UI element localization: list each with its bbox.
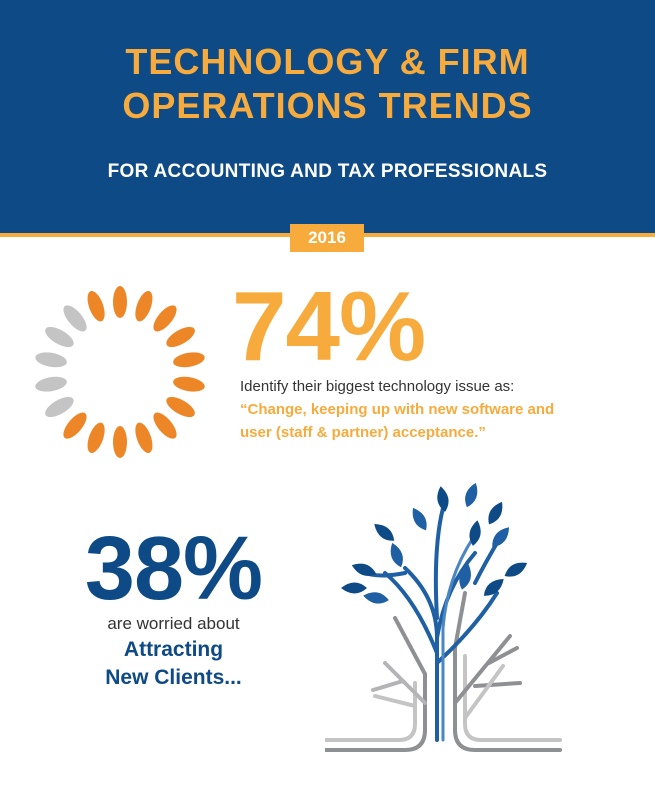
tree-leaf	[341, 582, 367, 594]
ring-petal	[63, 412, 87, 439]
topic-line-1: Attracting	[123, 638, 224, 661]
stat-description-74: Identify their biggest technology issue …	[240, 378, 515, 395]
ring-petal	[35, 376, 67, 392]
tree-icon	[325, 482, 562, 752]
tree-leaf	[488, 501, 503, 525]
tree-leaf	[465, 482, 478, 508]
ring-petal	[166, 396, 195, 418]
ring-petal	[35, 352, 67, 368]
quote-line-2: user (staff & partner) acceptance.”	[240, 424, 486, 441]
ring-petal	[45, 326, 74, 348]
tree-leaf	[469, 520, 481, 546]
loading-ring-icon	[35, 286, 205, 458]
topic-line-2: New Clients...	[105, 666, 242, 689]
stat-topic-38: Attracting New Clients...	[66, 636, 281, 692]
ring-petal	[45, 396, 74, 418]
ring-petal	[87, 422, 105, 454]
year-badge: 2016	[290, 224, 364, 252]
ring-petal	[173, 352, 205, 368]
page-subtitle: FOR ACCOUNTING AND TAX PROFESSIONALS	[107, 161, 548, 182]
header-banner: TECHNOLOGY & FIRM OPERATIONS TRENDS FOR …	[0, 0, 655, 233]
tree-leaf	[459, 564, 471, 590]
tree-leaf	[492, 527, 509, 548]
tree-leaf	[437, 486, 449, 512]
tree-leaf	[374, 524, 395, 541]
stat-percentage-38: 38%	[84, 519, 263, 619]
ring-petal	[173, 376, 205, 392]
tree-leaf	[351, 563, 377, 576]
title-line-2: OPERATIONS TRENDS	[122, 85, 533, 126]
ring-petal	[87, 290, 105, 322]
page-title: TECHNOLOGY & FIRM OPERATIONS TRENDS	[0, 40, 655, 128]
ring-petal	[113, 426, 127, 458]
stat-description-38: are worried about	[107, 614, 240, 633]
stat-percentage-74: 74%	[232, 271, 426, 381]
ring-petal	[166, 326, 195, 348]
stat-quote-74: “Change, keeping up with new software an…	[240, 398, 650, 444]
tree-leaf	[390, 542, 403, 568]
ring-petal	[63, 305, 87, 332]
quote-line-1: “Change, keeping up with new software an…	[240, 401, 555, 418]
ring-petal	[113, 286, 127, 318]
ring-petal	[135, 422, 153, 454]
title-line-1: TECHNOLOGY & FIRM	[125, 41, 530, 82]
tree-leaf	[363, 592, 389, 604]
tree-leaf	[504, 562, 528, 577]
tree-leaf	[483, 579, 504, 596]
ring-petal	[153, 305, 177, 332]
ring-petal	[153, 412, 177, 439]
ring-petal	[135, 290, 153, 322]
tree-leaf	[412, 507, 427, 531]
